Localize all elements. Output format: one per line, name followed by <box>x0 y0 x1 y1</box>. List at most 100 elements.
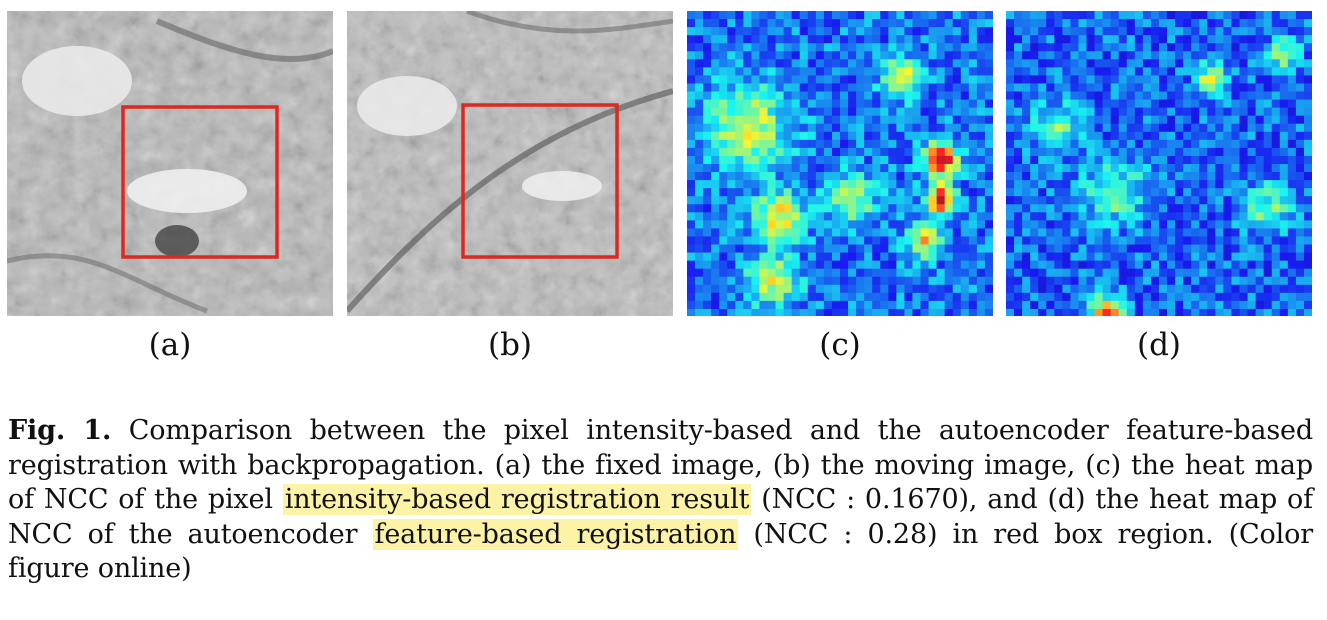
heat-cell <box>711 11 720 20</box>
heat-cell <box>856 43 865 52</box>
heat-cell <box>1303 123 1312 133</box>
heat-cell <box>1094 35 1104 44</box>
heat-cell <box>743 212 753 221</box>
heat-cell <box>1199 115 1208 125</box>
heat-cell <box>1247 27 1257 36</box>
heat-cell <box>823 284 833 294</box>
heat-cell <box>1062 308 1072 316</box>
heat-cell <box>799 188 809 197</box>
heat-cell <box>1167 260 1176 270</box>
heat-cell <box>968 188 978 197</box>
heat-cell <box>848 75 857 85</box>
heat-cell <box>920 19 930 28</box>
heat-cell <box>1295 268 1305 278</box>
heat-cell <box>743 196 753 205</box>
heat-cell <box>920 260 930 270</box>
heat-cell <box>1279 212 1289 221</box>
heat-cell <box>1303 196 1312 205</box>
heat-cell <box>1126 131 1136 141</box>
heat-cell <box>1239 292 1249 302</box>
heat-cell <box>840 115 849 125</box>
heat-cell <box>1086 43 1096 52</box>
heat-cell <box>1086 236 1096 246</box>
heat-cell <box>1215 51 1225 60</box>
heat-cell <box>1223 172 1233 181</box>
heat-cell <box>1126 204 1136 213</box>
heat-cell <box>1014 252 1023 262</box>
heat-cell <box>984 212 993 221</box>
heat-cell <box>1215 43 1225 52</box>
heat-cell <box>1247 107 1257 117</box>
heat-cell <box>904 268 914 278</box>
heat-cell <box>1239 11 1249 20</box>
heat-cell <box>1167 51 1176 60</box>
heat-cell <box>1070 260 1080 270</box>
heat-cell <box>1030 252 1039 262</box>
heat-cell <box>1239 35 1249 44</box>
heat-cell <box>743 35 753 44</box>
heat-cell <box>695 220 704 230</box>
heat-cell <box>1295 11 1305 20</box>
heat-cell <box>976 107 986 117</box>
heat-cell <box>1159 268 1168 278</box>
heat-cell <box>1303 244 1312 254</box>
heat-cell <box>1159 75 1168 85</box>
heat-cell <box>1215 19 1225 28</box>
heat-cell <box>1062 196 1072 205</box>
heat-cell <box>1255 252 1265 262</box>
heat-cell <box>912 107 922 117</box>
heat-cell <box>1038 91 1047 101</box>
heat-cell <box>1150 139 1160 149</box>
heat-cell <box>703 172 712 181</box>
heat-cell <box>1175 11 1184 20</box>
heat-cell <box>687 196 696 205</box>
heat-cell <box>1094 27 1104 36</box>
heat-cell <box>1062 51 1072 60</box>
heat-cell <box>1183 27 1192 36</box>
heat-cell <box>799 43 809 52</box>
heat-cell <box>1126 244 1136 254</box>
heat-cell <box>1191 131 1200 141</box>
heat-cell <box>896 83 906 93</box>
heat-cell <box>1054 131 1063 141</box>
heat-cell <box>791 43 801 52</box>
heat-cell <box>936 268 946 278</box>
heat-cell <box>751 131 761 141</box>
heat-cell <box>1038 252 1047 262</box>
heat-cell <box>751 260 761 270</box>
heat-cell <box>687 123 696 133</box>
heat-cell <box>968 164 978 173</box>
heat-cell <box>727 180 736 189</box>
heat-cell <box>695 91 704 101</box>
heat-cell <box>1223 107 1233 117</box>
heat-cell <box>1255 308 1265 316</box>
heat-cell <box>1175 155 1184 165</box>
heat-cell <box>1191 139 1200 149</box>
heat-cell <box>735 59 744 68</box>
heat-cell <box>1167 99 1176 109</box>
heat-cell <box>1207 91 1216 101</box>
heat-cell <box>823 260 833 270</box>
heat-cell <box>703 147 712 157</box>
heat-cell <box>1215 188 1225 197</box>
heat-cell <box>1062 284 1072 294</box>
heat-cell <box>1046 244 1055 254</box>
heat-cell <box>864 139 873 149</box>
heat-cell <box>1159 252 1168 262</box>
heat-cell <box>904 300 914 310</box>
heat-cell <box>743 27 753 36</box>
heat-cell <box>1022 107 1031 117</box>
heat-cell <box>1303 188 1312 197</box>
heat-cell <box>952 284 962 294</box>
heat-cell <box>791 244 801 254</box>
heat-cell <box>1134 164 1144 173</box>
heat-cell <box>759 276 769 286</box>
heat-cell <box>815 123 825 133</box>
heat-cell <box>984 164 993 173</box>
heat-cell <box>1231 180 1241 189</box>
heat-cell <box>1303 284 1312 294</box>
heat-cell <box>1038 99 1047 109</box>
heat-cell <box>1199 172 1208 181</box>
heat-cell <box>807 59 817 68</box>
heat-cell <box>695 236 704 246</box>
